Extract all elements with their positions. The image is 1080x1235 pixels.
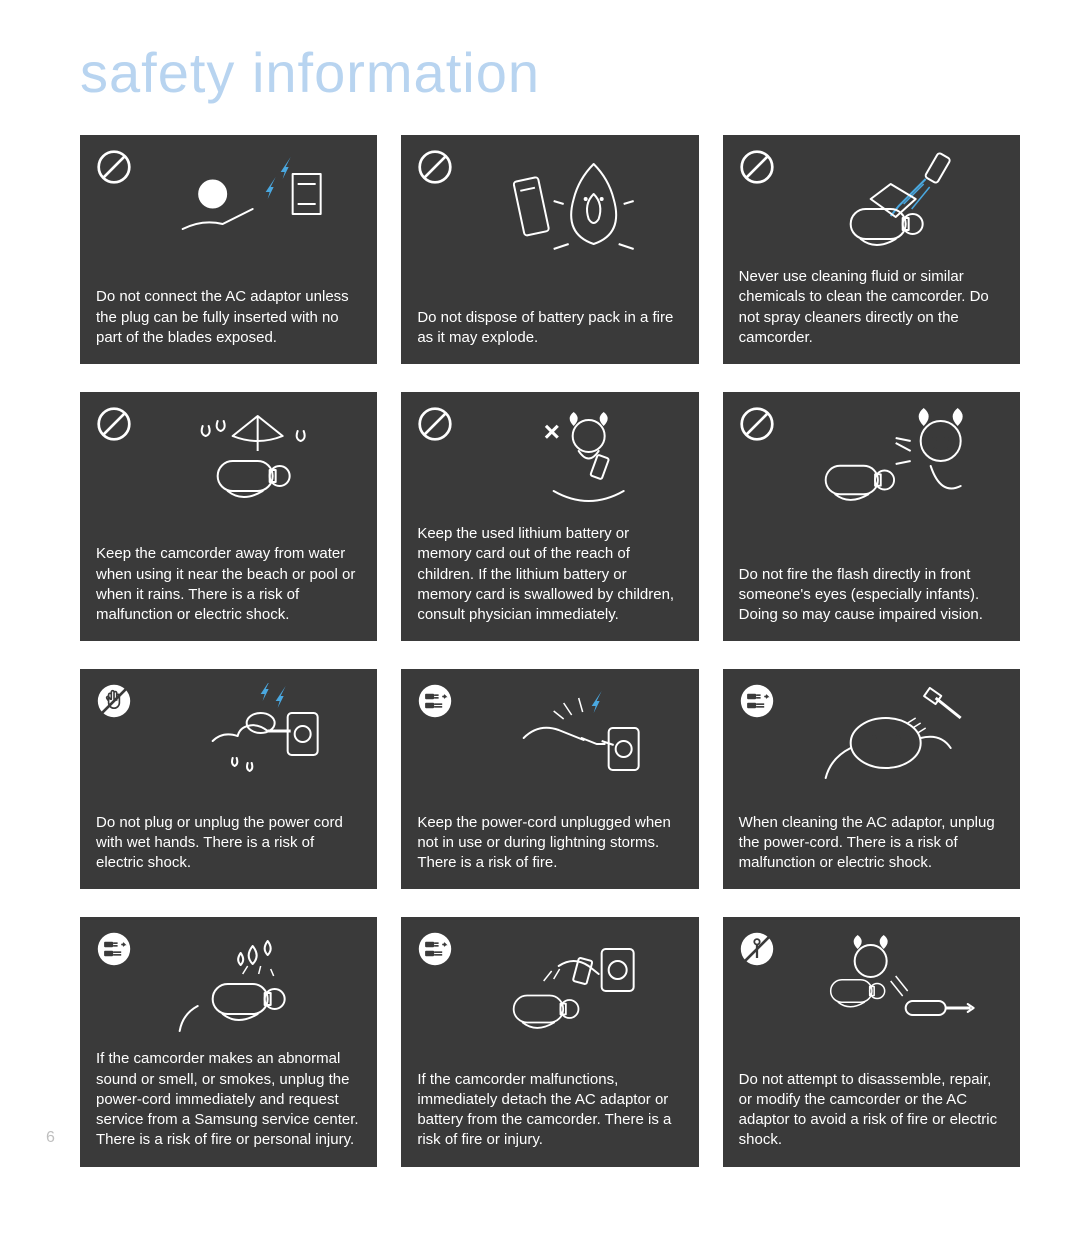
safety-caption: Do not plug or unplug the power cord wit…	[96, 813, 361, 874]
illustration	[787, 683, 1004, 793]
illustration: ×	[465, 406, 682, 516]
safety-card: Do not fire the flash directly in front …	[723, 392, 1020, 641]
safety-caption: Keep the used lithium battery or memory …	[417, 524, 682, 625]
safety-caption: Do not connect the AC adaptor unless the…	[96, 287, 361, 348]
illustration	[787, 931, 1004, 1041]
prohibit-icon	[739, 149, 775, 185]
safety-card: Keep the power-cord unplugged when not i…	[401, 669, 698, 889]
safety-caption: When cleaning the AC adaptor, unplug the…	[739, 813, 1004, 874]
illustration	[144, 931, 361, 1041]
safety-card: Do not attempt to disassemble, repair, o…	[723, 917, 1020, 1166]
prohibit-icon	[417, 149, 453, 185]
safety-caption: If the camcorder makes an abnormal sound…	[96, 1049, 361, 1150]
illustration	[465, 931, 682, 1041]
no-hand-icon	[96, 683, 132, 719]
safety-card: When cleaning the AC adaptor, unplug the…	[723, 669, 1020, 889]
safety-card: Do not connect the AC adaptor unless the…	[80, 135, 377, 364]
svg-text:×: ×	[544, 416, 560, 447]
illustration	[787, 149, 1004, 259]
safety-card: × Keep the used lithium battery or memor…	[401, 392, 698, 641]
illustration	[465, 683, 682, 793]
prohibit-icon	[417, 406, 453, 442]
unplug-icon	[417, 683, 453, 719]
page-title: safety information	[80, 40, 1020, 105]
safety-card: Do not plug or unplug the power cord wit…	[80, 669, 377, 889]
unplug-icon	[96, 931, 132, 967]
unplug-icon	[417, 931, 453, 967]
safety-caption: Never use cleaning fluid or similar chem…	[739, 267, 1004, 348]
illustration	[787, 406, 1004, 516]
illustration	[465, 149, 682, 259]
page-number: 6	[46, 1129, 55, 1147]
safety-card: Do not dispose of battery pack in a fire…	[401, 135, 698, 364]
prohibit-icon	[96, 406, 132, 442]
illustration	[144, 149, 361, 259]
safety-caption: Do not fire the flash directly in front …	[739, 565, 1004, 626]
safety-caption: Keep the camcorder away from water when …	[96, 544, 361, 625]
prohibit-icon	[96, 149, 132, 185]
safety-grid: Do not connect the AC adaptor unless the…	[80, 135, 1020, 1167]
safety-card: Never use cleaning fluid or similar chem…	[723, 135, 1020, 364]
illustration	[144, 406, 361, 516]
no-disassemble-icon	[739, 931, 775, 967]
safety-caption: If the camcorder malfunctions, immediate…	[417, 1070, 682, 1151]
safety-caption: Keep the power-cord unplugged when not i…	[417, 813, 682, 874]
prohibit-icon	[739, 406, 775, 442]
safety-card: If the camcorder makes an abnormal sound…	[80, 917, 377, 1166]
safety-card: If the camcorder malfunctions, immediate…	[401, 917, 698, 1166]
unplug-icon	[739, 683, 775, 719]
safety-caption: Do not dispose of battery pack in a fire…	[417, 308, 682, 349]
safety-card: Keep the camcorder away from water when …	[80, 392, 377, 641]
safety-caption: Do not attempt to disassemble, repair, o…	[739, 1070, 1004, 1151]
illustration	[144, 683, 361, 793]
